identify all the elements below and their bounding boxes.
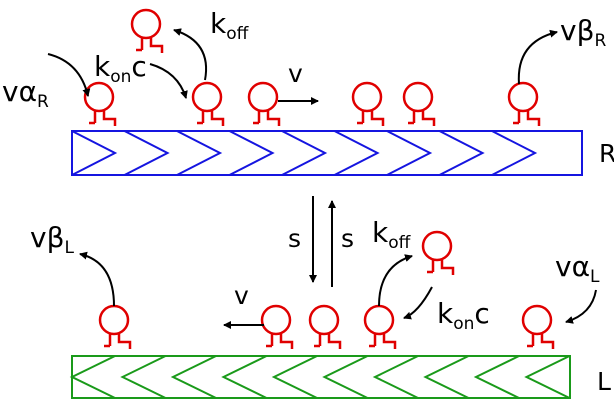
chevron-icon (229, 130, 275, 176)
left-track-label: L (597, 367, 611, 396)
chevron-icon (423, 355, 469, 399)
chevron-icon (491, 130, 538, 176)
attach-arrow-right (47, 53, 91, 97)
motor-icon (521, 304, 555, 349)
left-track-chevrons (69, 355, 570, 399)
motor-icon (351, 81, 385, 126)
chevron-icon (334, 130, 380, 176)
chevron-icon (372, 355, 419, 399)
koff-arrow-right (173, 28, 207, 81)
motor-icon (130, 8, 164, 53)
chevron-icon (221, 355, 267, 399)
motor-icon (402, 81, 436, 126)
motor-icon (83, 81, 117, 126)
motor-icon (363, 304, 397, 349)
chevron-icon (124, 130, 170, 176)
koff-rate-left: koff (372, 216, 412, 253)
kon-rate-right: konc (94, 50, 147, 87)
switch-rate-down: s (288, 224, 301, 253)
left-track (69, 355, 571, 399)
chevron-icon (524, 355, 570, 399)
detach-rate-left: vβL (30, 221, 74, 258)
koff-arrow-left (378, 254, 413, 307)
attach-arrow-left (565, 289, 597, 324)
motors (83, 8, 555, 349)
chevron-icon (281, 130, 328, 176)
chevron-icon (71, 130, 118, 176)
motor-icon (308, 304, 342, 349)
switch-rate-up: s (341, 224, 354, 253)
kon-rate-left: konc (437, 297, 490, 334)
right-track-chevrons (71, 130, 538, 176)
motor-icon (421, 230, 455, 275)
koff-rate-right: koff (210, 7, 250, 44)
right-track (71, 130, 583, 176)
chevron-icon (170, 355, 217, 399)
chevron-icon (439, 130, 485, 176)
motor-icon (507, 81, 541, 126)
left-track-bar (71, 355, 571, 399)
velocity-label-left: v (234, 281, 249, 310)
chevron-icon (69, 355, 116, 399)
rebind-arrow-left (403, 286, 433, 320)
chevron-icon (322, 355, 368, 399)
motor-icon (260, 304, 294, 349)
velocity-label-right: v (288, 59, 303, 88)
motor-icon (247, 81, 281, 126)
chevron-icon (271, 355, 318, 399)
chevron-icon (386, 130, 433, 176)
detach-rate-right: vβR (560, 14, 606, 51)
chevron-icon (473, 355, 520, 399)
right-track-bar (71, 130, 583, 176)
rebind-arrow-right (149, 63, 188, 99)
chevron-icon (120, 355, 166, 399)
motor-icon (98, 304, 132, 349)
chevron-icon (176, 130, 223, 176)
detach-arrow-right (517, 29, 558, 85)
right-track-label: R (599, 139, 614, 168)
attach-rate-right: vαR (2, 75, 49, 112)
attach-rate-left: vαL (555, 250, 600, 287)
detach-arrow-left (79, 251, 115, 307)
motor-icon (191, 81, 225, 126)
